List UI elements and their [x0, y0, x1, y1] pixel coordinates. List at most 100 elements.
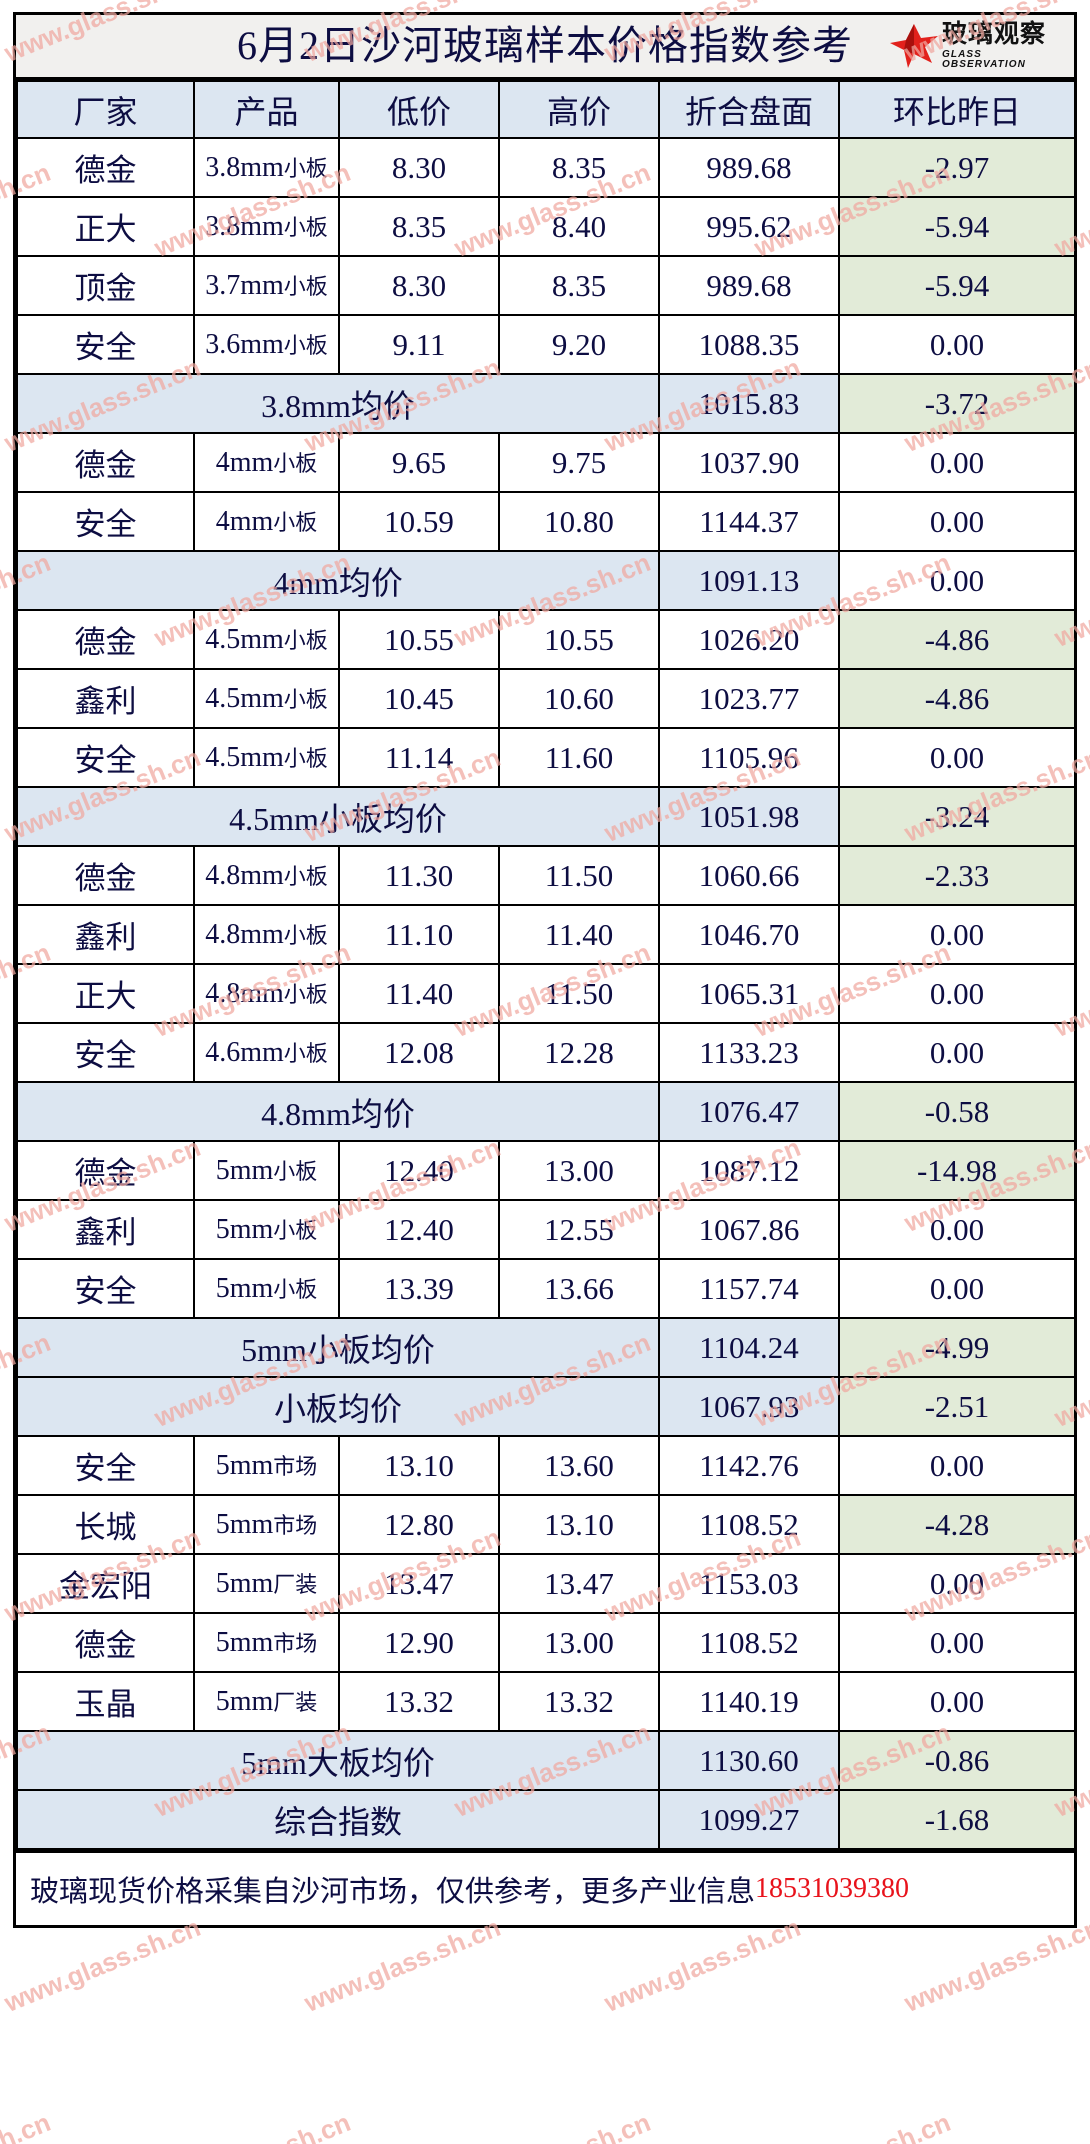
- cell-board-price: 1046.70: [658, 904, 840, 965]
- cell-high-price: 9.75: [498, 432, 660, 493]
- cell-board-price: 1037.90: [658, 432, 840, 493]
- cell-product: 4.5mm小板: [193, 609, 340, 670]
- footer-phone: 18531039380: [755, 1873, 910, 1904]
- table-row-average: 4mm均价 1091.13 0.00: [16, 550, 1076, 611]
- cell-maker: 安全: [16, 1022, 195, 1083]
- table-row: 德金 4mm小板 9.65 9.75 1037.90 0.00: [16, 432, 1076, 493]
- average-board-value: 1130.60: [658, 1730, 840, 1791]
- cell-change: 0.00: [838, 1022, 1076, 1083]
- cell-maker: 安全: [16, 727, 195, 788]
- cell-low-price: 8.30: [338, 255, 500, 316]
- table-row: 德金 3.8mm小板 8.30 8.35 989.68 -2.97: [16, 137, 1076, 198]
- cell-high-price: 13.60: [498, 1435, 660, 1496]
- cell-change: -2.97: [838, 137, 1076, 198]
- cell-board-price: 1108.52: [658, 1494, 840, 1555]
- cell-low-price: 12.08: [338, 1022, 500, 1083]
- table-header-row: 厂家 产品 低价 高价 折合盘面 环比昨日: [16, 80, 1076, 139]
- average-label: 5mm小板均价: [16, 1317, 660, 1378]
- cell-board-price: 1157.74: [658, 1258, 840, 1319]
- table-row-average: 4.8mm均价 1076.47 -0.58: [16, 1081, 1076, 1142]
- average-change-value: -1.68: [838, 1789, 1076, 1850]
- average-board-value: 1076.47: [658, 1081, 840, 1142]
- sheet-title-bar: 6月2日沙河玻璃样本价格指数参考 玻璃观察 GLASS OBSERVATION: [16, 15, 1074, 80]
- cell-board-price: 1153.03: [658, 1553, 840, 1614]
- cell-high-price: 8.40: [498, 196, 660, 257]
- cell-high-price: 11.60: [498, 727, 660, 788]
- cell-product: 5mm市场: [193, 1612, 340, 1673]
- table-row: 安全 4.5mm小板 11.14 11.60 1105.96 0.00: [16, 727, 1076, 788]
- cell-product: 4.6mm小板: [193, 1022, 340, 1083]
- cell-product: 3.6mm小板: [193, 314, 340, 375]
- cell-board-price: 1142.76: [658, 1435, 840, 1496]
- cell-product: 4.8mm小板: [193, 904, 340, 965]
- cell-board-price: 1108.52: [658, 1612, 840, 1673]
- cell-high-price: 11.40: [498, 904, 660, 965]
- cell-change: 0.00: [838, 1553, 1076, 1614]
- cell-low-price: 11.30: [338, 845, 500, 906]
- cell-maker: 正大: [16, 196, 195, 257]
- cell-high-price: 11.50: [498, 963, 660, 1024]
- price-index-sheet: 6月2日沙河玻璃样本价格指数参考 玻璃观察 GLASS OBSERVATION …: [13, 12, 1077, 1928]
- average-board-value: 1104.24: [658, 1317, 840, 1378]
- cell-product: 5mm厂装: [193, 1553, 340, 1614]
- table-head: 厂家 产品 低价 高价 折合盘面 环比昨日: [16, 80, 1076, 139]
- cell-low-price: 8.30: [338, 137, 500, 198]
- table-row: 德金 5mm小板 12.40 13.00 1087.12 -14.98: [16, 1140, 1076, 1201]
- cell-low-price: 13.47: [338, 1553, 500, 1614]
- cell-change: 0.00: [838, 1612, 1076, 1673]
- cell-high-price: 10.55: [498, 609, 660, 670]
- cell-change: 0.00: [838, 1258, 1076, 1319]
- cell-high-price: 10.60: [498, 668, 660, 729]
- cell-high-price: 12.28: [498, 1022, 660, 1083]
- cell-change: 0.00: [838, 314, 1076, 375]
- cell-low-price: 13.32: [338, 1671, 500, 1732]
- table-row: 安全 5mm小板 13.39 13.66 1157.74 0.00: [16, 1258, 1076, 1319]
- red-star-icon: [890, 24, 938, 68]
- cell-board-price: 1144.37: [658, 491, 840, 552]
- cell-maker: 德金: [16, 845, 195, 906]
- average-change-value: -3.24: [838, 786, 1076, 847]
- cell-change: 0.00: [838, 432, 1076, 493]
- cell-board-price: 1133.23: [658, 1022, 840, 1083]
- table-row: 金宏阳 5mm厂装 13.47 13.47 1153.03 0.00: [16, 1553, 1076, 1614]
- average-label: 4mm均价: [16, 550, 660, 611]
- cell-change: 0.00: [838, 491, 1076, 552]
- average-label: 5mm大板均价: [16, 1730, 660, 1791]
- cell-high-price: 10.80: [498, 491, 660, 552]
- cell-product: 5mm小板: [193, 1140, 340, 1201]
- cell-change: -5.94: [838, 196, 1076, 257]
- cell-product: 5mm小板: [193, 1199, 340, 1260]
- table-row-average: 5mm小板均价 1104.24 -4.99: [16, 1317, 1076, 1378]
- average-change-value: -0.58: [838, 1081, 1076, 1142]
- cell-maker: 金宏阳: [16, 1553, 195, 1614]
- table-row: 顶金 3.7mm小板 8.30 8.35 989.68 -5.94: [16, 255, 1076, 316]
- cell-maker: 德金: [16, 1612, 195, 1673]
- cell-board-price: 989.68: [658, 137, 840, 198]
- cell-product: 5mm市场: [193, 1494, 340, 1555]
- cell-change: -4.86: [838, 668, 1076, 729]
- table-row: 德金 5mm市场 12.90 13.00 1108.52 0.00: [16, 1612, 1076, 1673]
- average-label: 4.5mm小板均价: [16, 786, 660, 847]
- col-header-change: 环比昨日: [838, 80, 1076, 139]
- cell-maker: 正大: [16, 963, 195, 1024]
- average-label: 3.8mm均价: [16, 373, 660, 434]
- cell-change: 0.00: [838, 904, 1076, 965]
- table-row-average: 3.8mm均价 1015.83 -3.72: [16, 373, 1076, 434]
- cell-product: 4.8mm小板: [193, 845, 340, 906]
- cell-high-price: 9.20: [498, 314, 660, 375]
- cell-low-price: 11.14: [338, 727, 500, 788]
- cell-high-price: 8.35: [498, 137, 660, 198]
- watermark-text: www.glass.sh.cn: [0, 2107, 55, 2144]
- cell-change: -5.94: [838, 255, 1076, 316]
- cell-low-price: 8.35: [338, 196, 500, 257]
- cell-high-price: 13.00: [498, 1612, 660, 1673]
- average-change-value: -2.51: [838, 1376, 1076, 1437]
- table-row: 安全 4mm小板 10.59 10.80 1144.37 0.00: [16, 491, 1076, 552]
- logo-chinese-name: 玻璃观察: [942, 20, 1047, 48]
- brand-logo: 玻璃观察 GLASS OBSERVATION: [888, 19, 1066, 73]
- cell-product: 3.8mm小板: [193, 137, 340, 198]
- average-board-value: 1051.98: [658, 786, 840, 847]
- cell-low-price: 9.11: [338, 314, 500, 375]
- table-row: 鑫利 5mm小板 12.40 12.55 1067.86 0.00: [16, 1199, 1076, 1260]
- table-row: 安全 4.6mm小板 12.08 12.28 1133.23 0.00: [16, 1022, 1076, 1083]
